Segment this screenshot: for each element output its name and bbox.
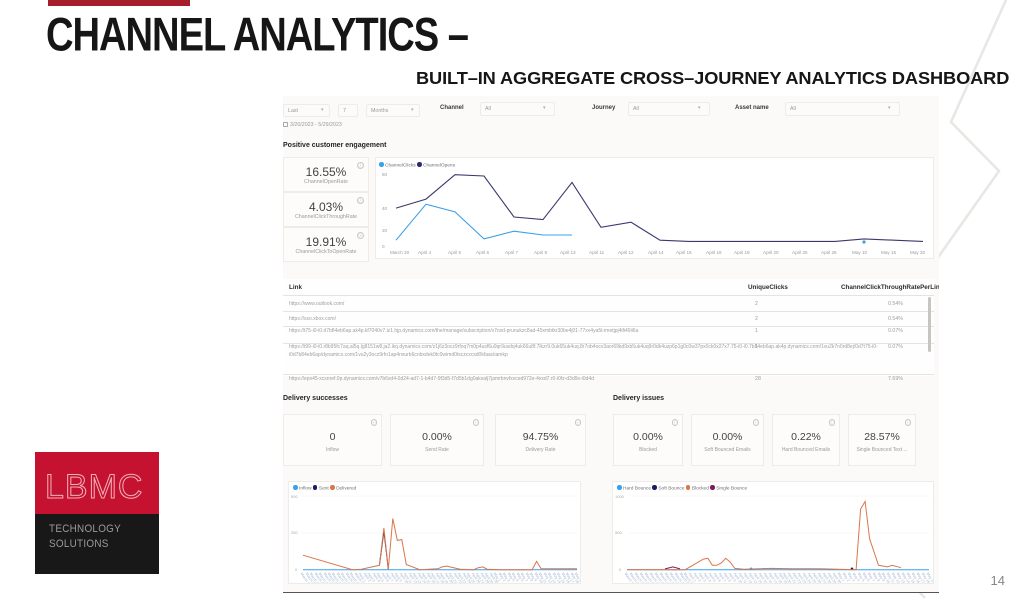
svg-text:500: 500 (291, 494, 298, 499)
svg-text:0: 0 (295, 567, 298, 572)
svg-text:250: 250 (291, 530, 298, 535)
svg-text:40: 40 (382, 206, 388, 211)
svg-text:500: 500 (615, 530, 622, 535)
svg-text:LBMC: LBMC (45, 468, 143, 506)
svg-text:0: 0 (382, 244, 385, 249)
svg-text:1000: 1000 (615, 494, 625, 499)
svg-text:60: 60 (382, 172, 388, 177)
svg-text:20: 20 (382, 228, 388, 233)
svg-text:0: 0 (619, 567, 622, 572)
